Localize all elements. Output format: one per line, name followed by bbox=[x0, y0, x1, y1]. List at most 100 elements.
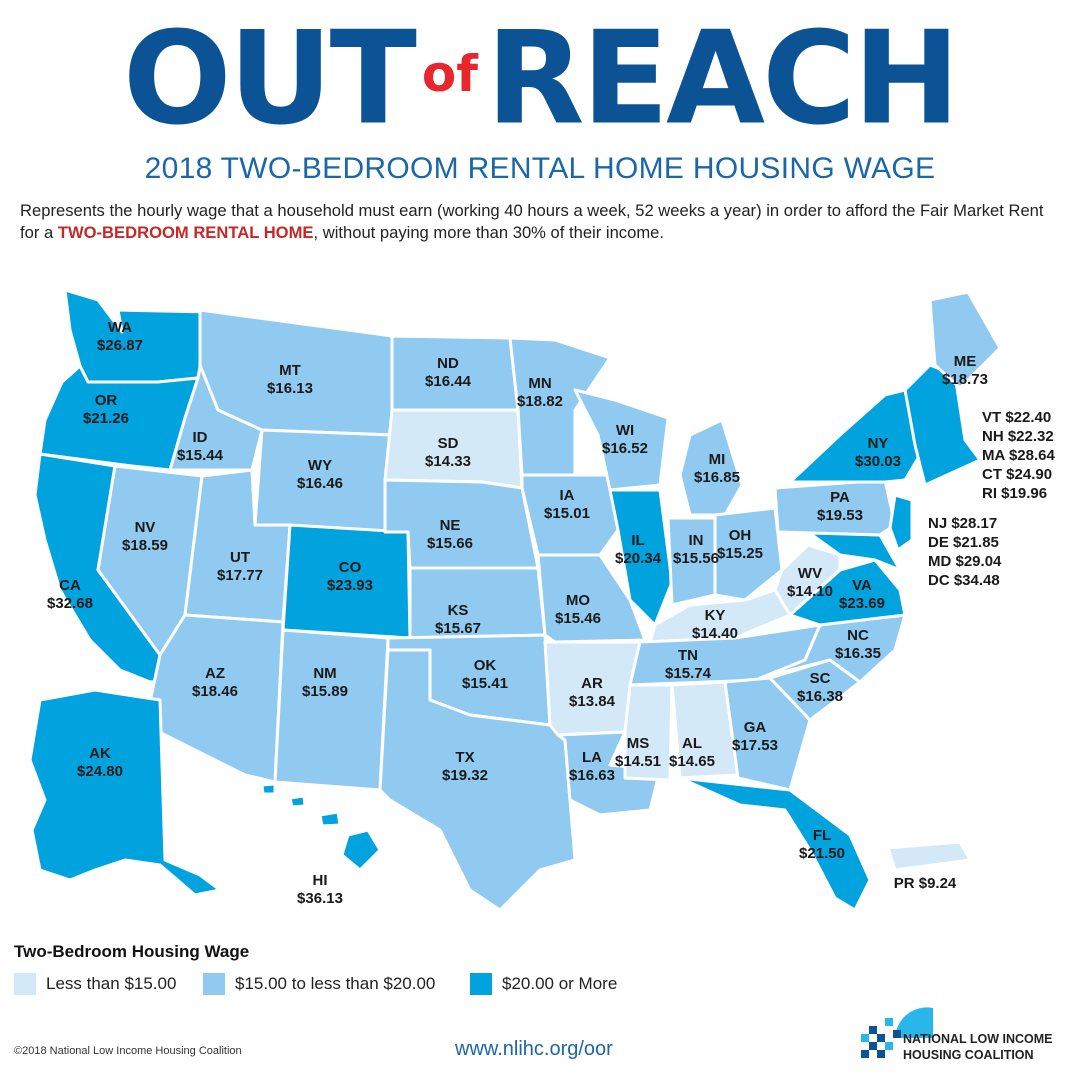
state-wage-MT: $16.13 bbox=[267, 380, 313, 397]
legend-swatch-high bbox=[470, 973, 492, 995]
state-wage-AK: $24.80 bbox=[77, 763, 123, 780]
state-HI-maui bbox=[318, 810, 342, 828]
state-code-LA: LA bbox=[582, 749, 602, 766]
callout-northeast-3: CT $24.90 bbox=[982, 466, 1052, 483]
state-code-ND: ND bbox=[437, 355, 459, 372]
state-code-ID: ID bbox=[193, 429, 208, 446]
state-wage-OR: $21.26 bbox=[83, 410, 129, 427]
description-part2: , without paying more than 30% of their … bbox=[313, 223, 664, 242]
state-code-TX: TX bbox=[455, 749, 474, 766]
callout-northeast-2: MA $28.64 bbox=[982, 447, 1055, 464]
callout-northeast-0: VT $22.40 bbox=[982, 409, 1051, 426]
state-code-KS: KS bbox=[448, 602, 469, 619]
state-wage-ND: $16.44 bbox=[425, 373, 472, 390]
state-new-england bbox=[903, 363, 982, 487]
state-wage-WY: $16.46 bbox=[297, 475, 343, 492]
state-HI-oahu bbox=[288, 794, 307, 809]
state-wage-KS: $15.67 bbox=[435, 620, 481, 637]
state-wage-AZ: $18.46 bbox=[192, 683, 238, 700]
state-wage-LA: $16.63 bbox=[569, 767, 615, 784]
state-code-KY: KY bbox=[705, 607, 726, 624]
state-wage-SD: $14.33 bbox=[425, 453, 471, 470]
state-code-WV: WV bbox=[798, 565, 822, 582]
state-wage-AR: $13.84 bbox=[569, 693, 616, 710]
state-code-MO: MO bbox=[566, 592, 590, 609]
nlihc-logo-icon bbox=[861, 1007, 933, 1058]
state-PR bbox=[886, 840, 972, 872]
callout-midatlantic-0: NJ $28.17 bbox=[928, 515, 997, 532]
state-code-FL: FL bbox=[813, 827, 831, 844]
state-NC bbox=[758, 613, 907, 684]
state-TX bbox=[378, 648, 577, 912]
state-code-NE: NE bbox=[440, 517, 461, 534]
us-map: WA$26.87 OR$21.26 CA$32.68 ID$15.44 NV$18.59… bbox=[28, 288, 1055, 912]
state-NJ bbox=[888, 493, 914, 552]
legend-label-high: $20.00 or More bbox=[502, 974, 618, 993]
state-AK bbox=[28, 688, 222, 897]
state-ME bbox=[928, 290, 1002, 390]
callout-midatlantic-3: DC $34.48 bbox=[928, 572, 1000, 589]
state-MS bbox=[623, 683, 674, 782]
state-MO bbox=[536, 553, 647, 644]
state-code-UT: UT bbox=[230, 549, 250, 566]
state-wage-OK: $15.41 bbox=[462, 675, 508, 692]
state-code-OH: OH bbox=[729, 527, 752, 544]
org-name-line2: HOUSING COALITION bbox=[903, 1048, 1034, 1062]
state-wage-NM: $15.89 bbox=[302, 683, 348, 700]
copyright: ©2018 National Low Income Housing Coalit… bbox=[14, 1045, 242, 1057]
legend-item-high: $20.00 or More bbox=[470, 972, 617, 996]
state-wage-TN: $15.74 bbox=[665, 665, 712, 682]
state-wage-CO: $23.93 bbox=[327, 577, 373, 594]
legend-swatch-low bbox=[14, 973, 36, 995]
state-code-HI: HI bbox=[313, 872, 328, 889]
state-code-SC: SC bbox=[810, 670, 831, 687]
state-wage-MS: $14.51 bbox=[615, 753, 661, 770]
state-code-OR: OR bbox=[95, 392, 118, 409]
state-code-AL: AL bbox=[682, 735, 702, 752]
state-label-PR: PR $9.24 bbox=[894, 875, 957, 892]
org-name-line1: NATIONAL LOW INCOME bbox=[903, 1032, 1053, 1046]
description-highlight: TWO-BEDROOM RENTAL HOME bbox=[57, 223, 314, 242]
title-of: of bbox=[421, 44, 479, 103]
state-wage-MI: $16.85 bbox=[694, 469, 740, 486]
state-wage-PA: $19.53 bbox=[817, 507, 863, 524]
state-wage-NC: $16.35 bbox=[835, 645, 881, 662]
state-code-OK: OK bbox=[474, 657, 497, 674]
state-wage-IL: $20.34 bbox=[615, 550, 662, 567]
state-wage-SC: $16.38 bbox=[797, 688, 843, 705]
state-wage-MO: $15.46 bbox=[555, 610, 601, 627]
callout-northeast-4: RI $19.96 bbox=[982, 485, 1047, 502]
legend-swatch-mid bbox=[203, 973, 225, 995]
website-link[interactable]: www.nlihc.org/oor bbox=[455, 1038, 613, 1060]
state-code-ME: ME bbox=[954, 353, 977, 370]
state-code-WI: WI bbox=[616, 422, 634, 439]
state-code-GA: GA bbox=[744, 719, 767, 736]
legend-item-mid: $15.00 to less than $20.00 bbox=[203, 972, 435, 996]
state-wage-WI: $16.52 bbox=[602, 440, 648, 457]
state-code-VA: VA bbox=[852, 577, 872, 594]
state-code-CA: CA bbox=[59, 577, 81, 594]
state-code-AZ: AZ bbox=[205, 665, 225, 682]
state-code-MN: MN bbox=[528, 375, 551, 392]
state-code-NY: NY bbox=[868, 435, 889, 452]
main-title: OUT ofREACH bbox=[0, 14, 1080, 144]
legend-label-mid: $15.00 to less than $20.00 bbox=[235, 974, 436, 993]
state-LA bbox=[556, 730, 662, 817]
description-part1: Represents the hourly wage that a househ… bbox=[20, 201, 1044, 242]
state-wage-UT: $17.77 bbox=[217, 567, 263, 584]
title-out: OUT bbox=[122, 4, 417, 154]
state-wage-AL: $14.65 bbox=[669, 753, 715, 770]
title-reach: REACH bbox=[486, 4, 960, 154]
state-MN bbox=[508, 336, 612, 477]
state-wage-KY: $14.40 bbox=[692, 625, 738, 642]
state-code-WY: WY bbox=[308, 457, 332, 474]
state-wage-MN: $18.82 bbox=[517, 393, 563, 410]
state-wage-CA: $32.68 bbox=[47, 595, 93, 612]
state-code-MI: MI bbox=[709, 451, 726, 468]
state-HI-big-island bbox=[340, 828, 382, 872]
state-wage-IA: $15.01 bbox=[544, 505, 590, 522]
state-code-IA: IA bbox=[560, 487, 575, 504]
state-wage-WV: $14.10 bbox=[787, 583, 833, 600]
state-wage-ID: $15.44 bbox=[177, 447, 224, 464]
state-FL bbox=[678, 776, 872, 912]
